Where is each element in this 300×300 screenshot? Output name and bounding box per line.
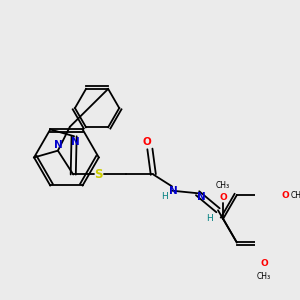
Text: O: O (260, 259, 268, 268)
Text: N: N (70, 137, 79, 147)
Text: N: N (54, 140, 63, 150)
Text: O: O (143, 137, 152, 147)
Text: O: O (219, 193, 227, 202)
Text: CH₃: CH₃ (216, 181, 230, 190)
Text: H: H (206, 214, 213, 223)
Text: H: H (161, 192, 168, 201)
Text: N: N (196, 192, 206, 202)
Text: S: S (94, 168, 103, 181)
Text: CH₃: CH₃ (257, 272, 271, 280)
Text: O: O (282, 191, 289, 200)
Text: CH₃: CH₃ (291, 191, 300, 200)
Text: N: N (169, 186, 178, 196)
